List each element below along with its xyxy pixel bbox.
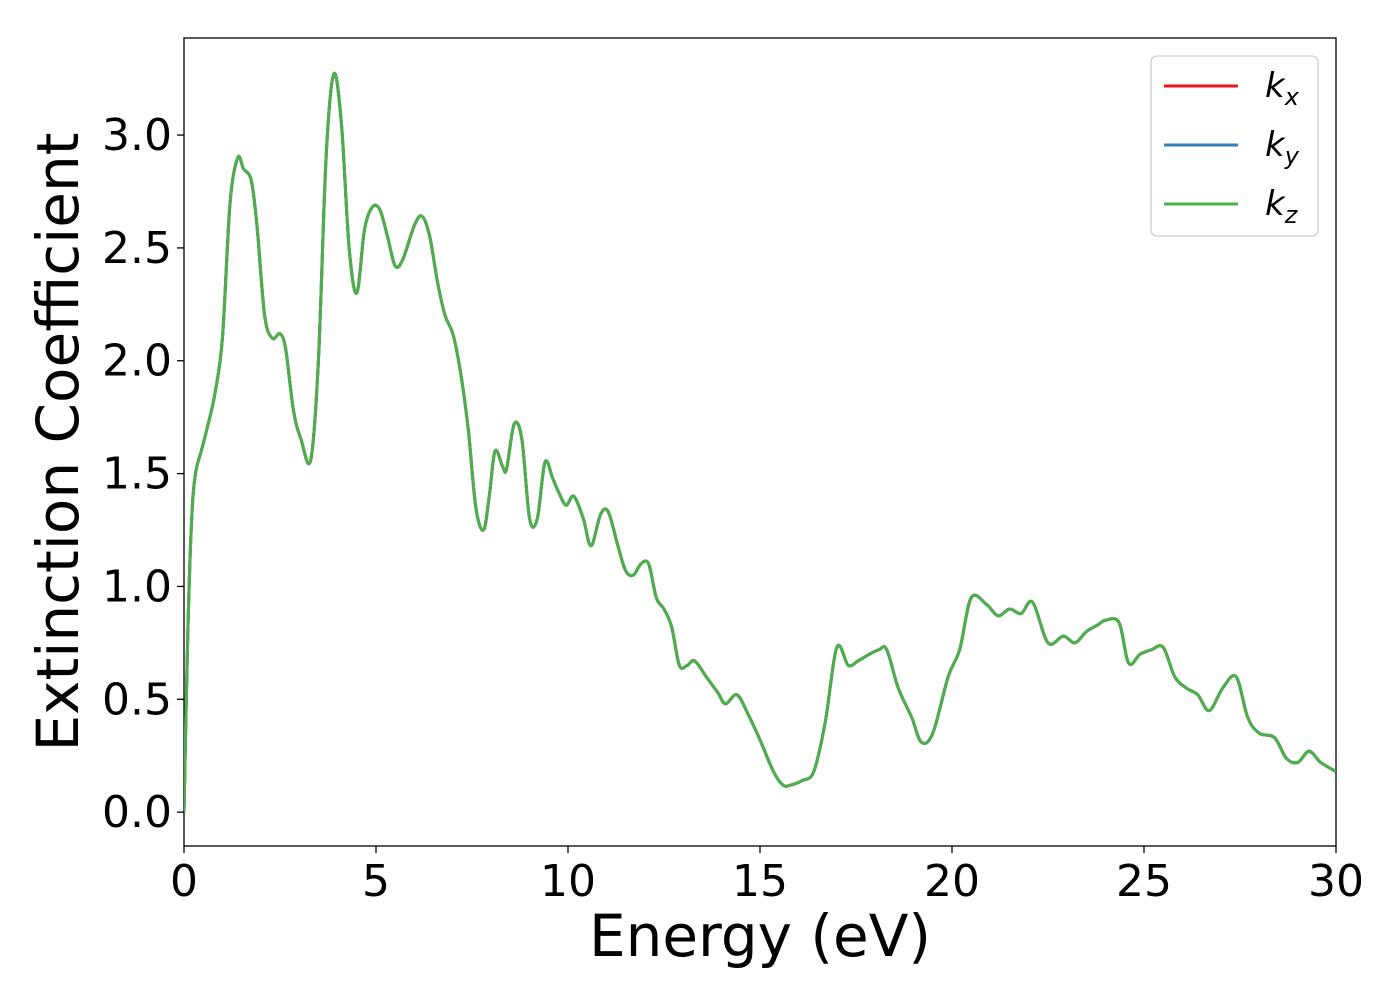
y-tick-label: 1.0 — [102, 561, 172, 612]
y-axis-label: Extinction Coefficient — [24, 133, 92, 752]
x-axis-ticks: 0 5 10 15 20 25 30 — [170, 846, 1364, 907]
y-tick-label: 3.0 — [102, 110, 172, 161]
x-axis-label: Energy (eV) — [589, 902, 931, 970]
x-tick-label: 25 — [1116, 856, 1172, 907]
series-lines — [184, 71, 1336, 813]
y-tick-label: 2.5 — [102, 223, 172, 274]
x-tick-label: 30 — [1308, 856, 1364, 907]
y-tick-label: 0.0 — [102, 787, 172, 838]
x-tick-label: 5 — [362, 856, 390, 907]
x-tick-label: 10 — [540, 856, 596, 907]
y-tick-label: 0.5 — [102, 674, 172, 725]
y-axis-ticks: 0.0 0.5 1.0 1.5 2.0 2.5 3.0 — [102, 110, 184, 838]
x-tick-label: 0 — [170, 856, 198, 907]
y-tick-label: 2.0 — [102, 336, 172, 387]
x-tick-label: 20 — [924, 856, 980, 907]
legend-label-z: kz — [1265, 184, 1299, 229]
x-tick-label: 15 — [732, 856, 788, 907]
y-tick-label: 1.5 — [102, 449, 172, 500]
series-line-k-z — [184, 71, 1336, 813]
